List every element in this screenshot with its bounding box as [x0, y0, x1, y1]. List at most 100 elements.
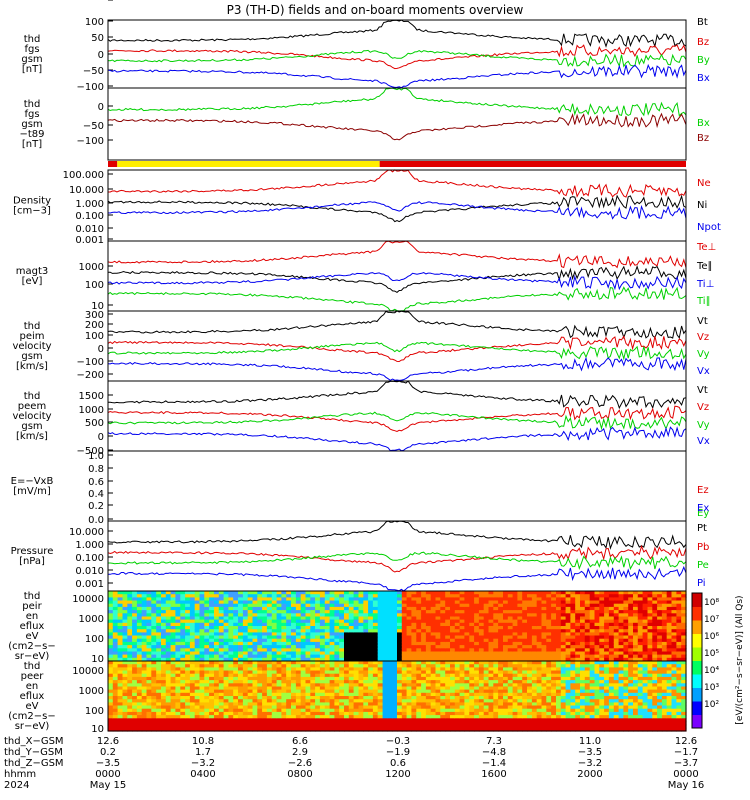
spectrogram-cell: [170, 629, 176, 633]
spectrogram-cell: [416, 654, 422, 659]
spectrogram-cell: [247, 613, 254, 618]
legend-entry: Vz: [697, 402, 709, 413]
spectrogram-cell: [151, 654, 157, 659]
spectrogram-cell: [117, 591, 123, 595]
spectrogram-cell: [233, 629, 239, 633]
spectrogram-cell: [165, 651, 172, 656]
spectrogram-cell: [257, 657, 263, 662]
spectrogram-cell: [377, 591, 384, 595]
spectrogram-cell: [218, 638, 225, 643]
spectrogram-cell: [310, 651, 316, 656]
spectrogram-cell: [329, 594, 335, 598]
spectrogram-cell: [300, 591, 307, 595]
spectrogram-cell: [300, 600, 307, 605]
spectrogram-cell: [127, 616, 133, 621]
spectrogram-cell: [315, 610, 321, 614]
spectrogram-cell: [406, 613, 412, 618]
spectrogram-cell: [223, 641, 229, 646]
spectrogram-cell: [416, 606, 422, 611]
spectrogram-cell: [319, 638, 326, 643]
spectrogram-cell: [112, 613, 119, 618]
spectrogram-cell: [286, 638, 292, 643]
spectrogram-cell: [315, 591, 321, 595]
spectrogram-cell: [136, 597, 143, 602]
spectrogram-cell: [276, 619, 282, 624]
spectrogram-cell: [242, 638, 249, 643]
spectrogram-cell: [334, 654, 340, 659]
spectrogram-cell: [266, 632, 273, 637]
spectrogram-cell: [194, 641, 201, 646]
spectrogram-cell: [209, 654, 215, 659]
spectrogram-cell: [189, 648, 196, 653]
spectrogram-cell: [262, 635, 268, 640]
spectrogram-cell: [387, 610, 393, 614]
spectrogram-cell: [382, 591, 388, 595]
spectrogram-cell: [185, 629, 191, 633]
spectrogram-cell: [411, 600, 417, 605]
series-line-Vz: [107, 335, 687, 363]
spectrogram-cell: [146, 591, 152, 595]
spectrogram-cell: [305, 651, 311, 656]
spectrogram-cell: [368, 657, 374, 662]
spectrogram-cell: [344, 591, 350, 595]
spectrogram-cell: [315, 619, 321, 624]
spectrogram-cell: [112, 626, 119, 630]
spectrogram-cell: [363, 591, 369, 595]
spectrogram-cell: [406, 626, 412, 630]
spectrogram-cell: [295, 629, 302, 633]
spectrogram-cell: [358, 606, 364, 611]
spectrogram-cell: [334, 651, 340, 656]
y-tick-label: 10: [91, 654, 104, 665]
spectrogram-cell: [262, 626, 268, 630]
spectrogram-cell: [401, 626, 408, 630]
spectrogram-cell: [117, 654, 123, 659]
spectrogram-cell: [377, 603, 384, 608]
spectrogram-cell: [185, 645, 191, 649]
spectrogram-cell: [209, 632, 215, 637]
legend-entry: Ey: [697, 508, 709, 519]
panel-peim_velocity: thd peim velocity gsm [km/s]3002001000−100−2…: [12, 310, 710, 382]
spectrogram-cell: [189, 638, 196, 643]
spectrogram-cell: [262, 632, 268, 637]
spectrogram-cell: [397, 622, 403, 627]
spectrogram-cell: [108, 594, 114, 598]
spectrogram-cell: [276, 641, 282, 646]
spectrogram-cell: [108, 619, 114, 624]
spectrogram-cell: [218, 641, 225, 646]
spectrogram-cell: [136, 600, 143, 605]
spectrogram-cell: [204, 619, 210, 624]
spectrogram-cell: [300, 626, 307, 630]
spectrogram-cell: [146, 645, 152, 649]
spectrogram-cell: [300, 632, 307, 637]
spectrogram-cell: [242, 610, 249, 614]
spectrogram-cell: [315, 597, 321, 602]
spectrogram-cell: [397, 641, 403, 646]
spectrogram-cell: [416, 657, 422, 662]
spectrogram-cell: [189, 619, 196, 624]
y-tick-label: −200: [77, 370, 104, 381]
spectrogram-cell: [170, 600, 176, 605]
spectrogram-cell: [286, 657, 292, 662]
spectrogram-cell: [228, 651, 234, 656]
spectrogram-cell: [339, 613, 345, 618]
spectrogram-cell: [151, 651, 157, 656]
spectrogram-cell: [141, 597, 148, 602]
spectrogram-cell: [276, 606, 282, 611]
spectrogram-cell: [242, 641, 249, 646]
spectrogram-cell: [108, 610, 114, 614]
spectrogram-cell: [401, 632, 408, 637]
spectrogram-cell: [257, 603, 263, 608]
spectrogram-cell: [132, 629, 138, 633]
spectrogram-cell: [358, 626, 364, 630]
legend-entry: Pb: [697, 542, 709, 553]
spectrogram-cell: [392, 654, 398, 659]
spectrogram-cell: [156, 657, 162, 662]
spectrogram-cell: [382, 594, 388, 598]
y-tick-label: 0.001: [75, 579, 104, 590]
spectrogram-cell: [228, 603, 234, 608]
legend-entry: Te∥: [696, 261, 713, 272]
spectrogram-cell: [228, 641, 234, 646]
spectrogram-cell: [189, 616, 196, 621]
spectrogram-cell: [218, 629, 225, 633]
spectrogram-cell: [358, 638, 364, 643]
